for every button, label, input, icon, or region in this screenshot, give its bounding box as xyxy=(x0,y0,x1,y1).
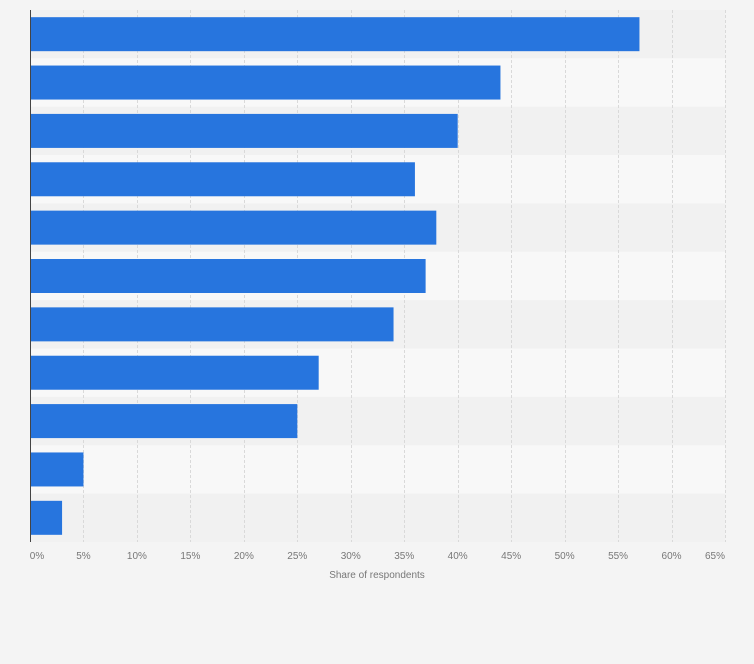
x-tick-label: 15% xyxy=(180,551,200,562)
bar[interactable]: 40% xyxy=(30,113,458,148)
x-tick-label: 45% xyxy=(501,551,521,562)
x-tick-label: 0% xyxy=(30,551,45,562)
bar[interactable]: 3% xyxy=(30,500,63,535)
x-tick-label: 50% xyxy=(555,551,575,562)
bar[interactable]: 44% xyxy=(30,65,501,100)
bar[interactable]: 37% xyxy=(30,259,426,293)
row-band xyxy=(30,445,725,494)
bar[interactable]: 57% xyxy=(30,17,640,52)
bar[interactable]: 5% xyxy=(30,452,84,487)
x-tick-label: 30% xyxy=(341,551,361,562)
bar[interactable]: 36% xyxy=(30,162,415,197)
bar[interactable]: 27% xyxy=(30,355,319,390)
x-tick-label: 35% xyxy=(394,551,414,562)
bar[interactable]: 25% xyxy=(30,404,298,439)
x-tick-label: 40% xyxy=(448,551,468,562)
x-axis-label: Share of respondents xyxy=(329,570,425,581)
x-tick-label: 10% xyxy=(127,551,147,562)
x-tick-label: 20% xyxy=(234,551,254,562)
bars: 57% 44% 40% 36% 38% 37% 34% 27% 25% 5% 3% xyxy=(30,17,640,535)
x-tick-label: 5% xyxy=(76,551,91,562)
x-tick-label: 65% xyxy=(705,551,725,562)
x-tick-label: 25% xyxy=(287,551,307,562)
bar[interactable]: 34% xyxy=(30,307,394,342)
x-tick-label: 55% xyxy=(608,551,628,562)
row-band xyxy=(30,493,725,542)
bar[interactable]: 38% xyxy=(30,210,437,245)
x-tick-labels: 0% 5% 10% 15% 20% 25% 30% 35% 40% 45% 50% 55% 60% 65% xyxy=(30,551,725,562)
x-tick-label: 60% xyxy=(662,551,682,562)
